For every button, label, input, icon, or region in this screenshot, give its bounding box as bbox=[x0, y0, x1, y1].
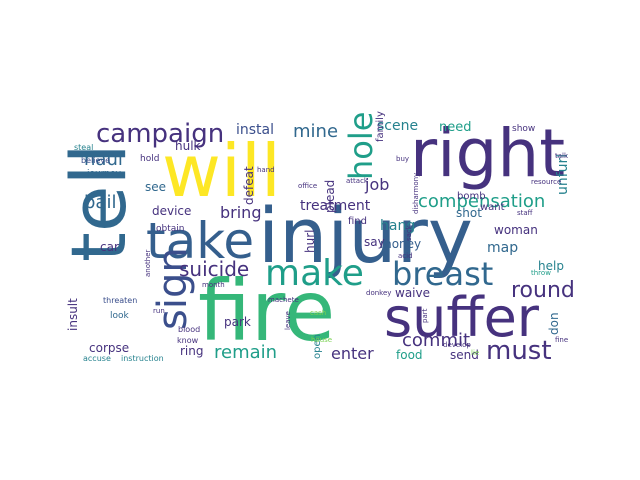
word-scene: scene bbox=[377, 118, 418, 134]
word-unfurl: unfurl bbox=[555, 154, 571, 195]
word-part: part bbox=[421, 308, 429, 323]
word-take: take bbox=[146, 212, 254, 270]
word-treatment: treatment bbox=[300, 198, 371, 214]
word-waive: waive bbox=[395, 286, 430, 300]
word-campaign: campaign bbox=[96, 119, 224, 149]
word-will: will bbox=[162, 129, 281, 213]
word-bail: bail bbox=[84, 192, 116, 213]
word-compensation: compensation bbox=[418, 191, 545, 212]
word-journey: journey bbox=[86, 169, 121, 179]
word-hurl: hurl bbox=[303, 230, 317, 253]
word-see: see bbox=[145, 180, 166, 194]
word-threaten: threaten bbox=[103, 296, 137, 305]
word-shot: shot bbox=[456, 206, 482, 220]
word-haul: haul bbox=[84, 149, 123, 170]
word-help: help bbox=[538, 259, 564, 273]
word-leave: leave bbox=[284, 311, 292, 330]
word-corpse: corpse bbox=[89, 341, 129, 355]
word-steal: steal bbox=[74, 143, 93, 152]
word-acid: acid bbox=[398, 252, 413, 260]
word-cash: cash bbox=[310, 309, 326, 317]
word-obtain: obtain bbox=[156, 224, 184, 234]
word-plead: plead bbox=[323, 180, 337, 213]
word-instruction: instruction bbox=[121, 354, 164, 363]
word-remain: remain bbox=[214, 342, 277, 363]
word-sign: sign bbox=[150, 247, 196, 330]
word-accuse: accuse bbox=[83, 354, 111, 363]
word-must: must bbox=[486, 336, 552, 366]
word-attack: attack bbox=[346, 177, 369, 185]
word-show: show bbox=[512, 124, 535, 134]
word-right: right bbox=[410, 115, 565, 192]
word-insult: insult bbox=[66, 298, 80, 331]
word-don: don bbox=[547, 312, 561, 335]
word-another: another bbox=[144, 250, 152, 277]
word-develop: develop bbox=[443, 341, 471, 349]
word-believe: believe bbox=[81, 156, 110, 165]
word-device: device bbox=[152, 204, 191, 218]
word-instal: instal bbox=[236, 122, 274, 138]
word-tell: tell bbox=[54, 143, 143, 262]
word-hulk: hulk bbox=[175, 139, 201, 153]
word-car: car bbox=[100, 240, 119, 254]
word-hole: hole bbox=[342, 112, 380, 180]
word-staff: staff bbox=[517, 209, 533, 217]
word-breast: breast bbox=[392, 255, 493, 293]
word-hand: hand bbox=[257, 166, 275, 174]
word-buy: buy bbox=[396, 155, 409, 163]
word-resource: resource bbox=[531, 178, 561, 186]
word-donkey: donkey bbox=[366, 289, 391, 297]
word-fine: fine bbox=[555, 336, 568, 344]
word-hold: hold bbox=[140, 154, 159, 164]
word-throw: throw bbox=[531, 269, 551, 277]
word-machete: machete bbox=[268, 296, 299, 304]
word-look: look bbox=[110, 311, 130, 321]
word-injury: injury bbox=[258, 191, 473, 280]
word-need: need bbox=[439, 120, 472, 135]
word-disharmony: disharmony bbox=[412, 173, 420, 214]
word-know: know bbox=[177, 336, 199, 345]
word-run: run bbox=[153, 307, 165, 315]
word-job: job bbox=[364, 175, 389, 194]
word-bring: bring bbox=[220, 203, 261, 222]
word-woman: woman bbox=[494, 223, 538, 237]
word-hang: hang bbox=[380, 218, 415, 234]
word-map: map bbox=[487, 240, 518, 256]
word-sack: sack bbox=[405, 224, 413, 241]
word-enter: enter bbox=[331, 344, 374, 363]
word-month: month bbox=[202, 281, 225, 289]
word-say: say bbox=[364, 235, 385, 249]
word-park: park bbox=[224, 315, 251, 329]
word-make: make bbox=[265, 253, 364, 294]
word-bomb: bomb bbox=[457, 191, 486, 202]
word-open: open bbox=[312, 334, 323, 359]
word-send: send bbox=[450, 348, 479, 362]
word-office: office bbox=[298, 182, 317, 190]
word-suffer: suffer bbox=[384, 286, 540, 349]
word-blood: blood bbox=[178, 325, 200, 334]
word-mine: mine bbox=[293, 121, 338, 142]
word-money: money bbox=[380, 237, 421, 251]
word-house: house bbox=[311, 336, 332, 344]
word-family: family bbox=[375, 111, 386, 142]
word-ring: ring bbox=[180, 344, 204, 358]
word-want: want bbox=[480, 202, 505, 213]
word-talk: talk bbox=[555, 152, 569, 160]
word-defeat: defeat bbox=[242, 166, 256, 205]
word-food: food bbox=[396, 348, 423, 362]
word-lie: lie bbox=[471, 349, 479, 357]
word-find: find bbox=[348, 216, 367, 227]
word-fire: fire bbox=[198, 262, 335, 360]
word-commit: commit bbox=[402, 330, 470, 351]
word-round: round bbox=[511, 278, 575, 303]
word-suicide: suicide bbox=[179, 257, 249, 281]
